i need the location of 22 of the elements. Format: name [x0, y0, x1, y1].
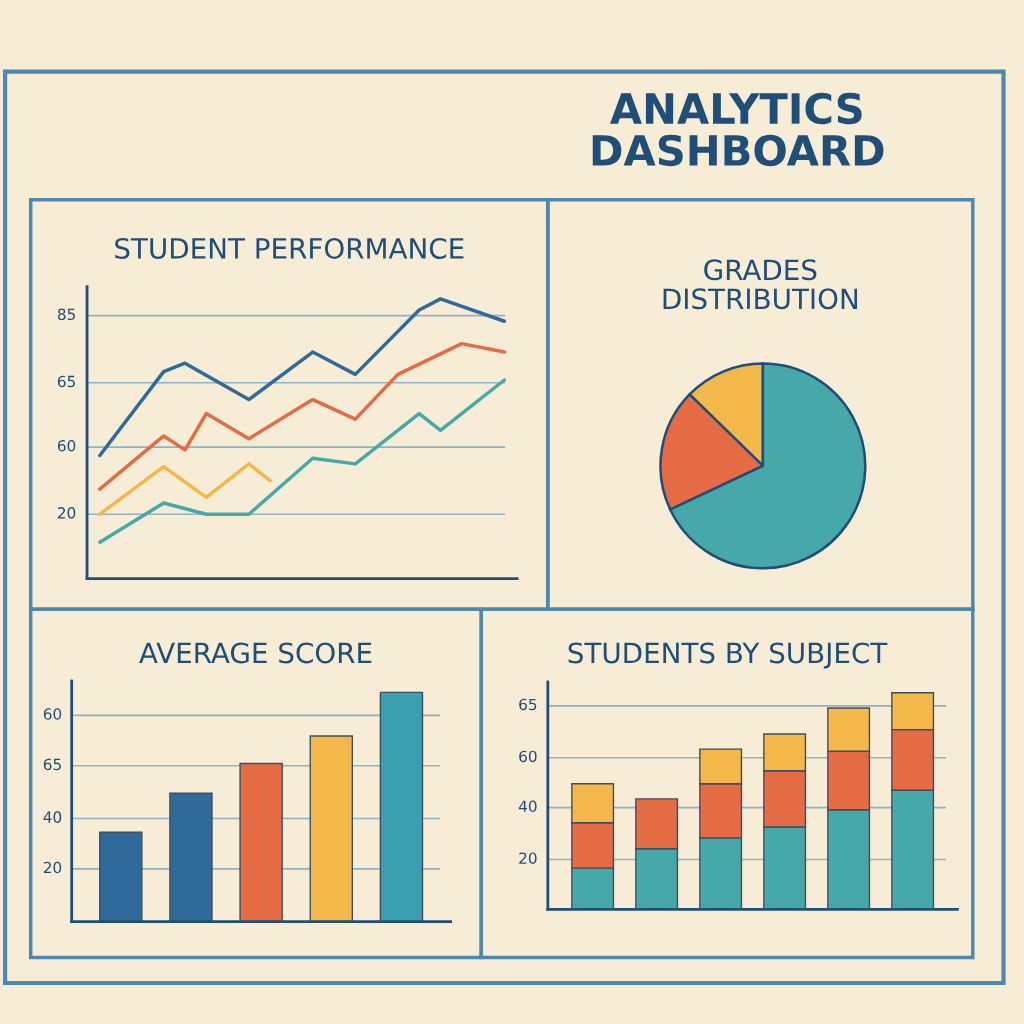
bar [169, 792, 213, 922]
text: 85 [57, 308, 75, 321]
chart-title: AVERAGE SCORE [139, 642, 372, 664]
text: 60 [57, 439, 76, 452]
text: 20 [43, 861, 62, 874]
bar [309, 735, 354, 922]
text: 40 [518, 800, 537, 812]
bar [99, 831, 143, 922]
bar [239, 762, 283, 922]
text: 65 [519, 698, 537, 711]
bar [379, 691, 424, 922]
chart-title: STUDENTS BY SUBJECT [568, 642, 888, 669]
text: 20 [57, 507, 76, 519]
chart-title: STUDENT PERFORMANCE [115, 237, 464, 259]
chart-title: GRADES DISTRIBUTION [663, 259, 858, 310]
text: 40 [43, 811, 62, 823]
text: 65 [57, 375, 75, 388]
text: 20 [519, 852, 537, 864]
text: 65 [43, 758, 61, 771]
text: 60 [519, 750, 537, 763]
text: ANALYTICS DASHBOARD [592, 92, 884, 167]
text: 60 [43, 708, 62, 720]
